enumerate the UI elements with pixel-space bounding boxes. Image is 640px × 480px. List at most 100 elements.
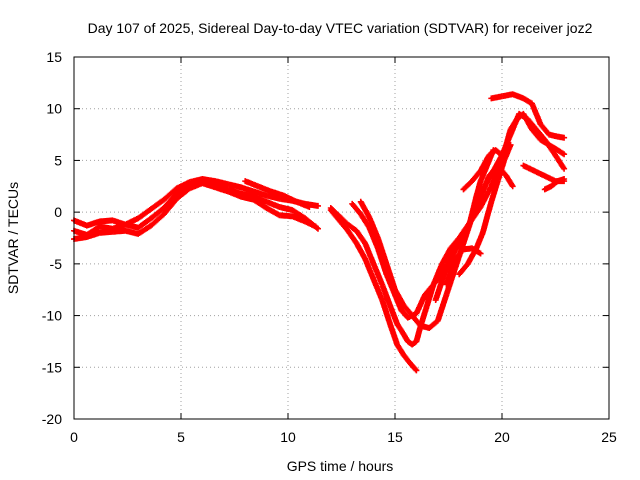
x-tick-label: 15 <box>387 429 403 445</box>
data-point <box>174 185 193 201</box>
data-point <box>441 250 456 276</box>
data-point <box>501 141 514 162</box>
data-point <box>123 215 142 227</box>
data-point <box>555 133 568 141</box>
data-point <box>439 245 454 266</box>
data-point <box>467 193 480 224</box>
data-point <box>252 197 270 211</box>
plot-frame <box>73 56 610 420</box>
y-tick-label: -20 <box>42 411 62 427</box>
data-point <box>136 222 154 236</box>
data-point <box>529 102 544 128</box>
data-point <box>525 117 540 133</box>
data-point <box>388 324 401 348</box>
data-point <box>392 288 407 309</box>
data-point <box>495 157 508 183</box>
x-tick-label: 5 <box>177 429 185 445</box>
data-point <box>162 185 180 202</box>
data-point <box>383 262 398 293</box>
data-point <box>290 207 309 222</box>
data-point <box>379 298 394 329</box>
data-point <box>136 206 154 221</box>
data-point <box>555 147 568 158</box>
data-point <box>504 174 516 190</box>
axis-ticks: 0 5 10 15 20 25 -20 -15 -10 -5 0 5 10 15 <box>42 49 617 445</box>
chart-title: Day 107 of 2025, Sidereal Day-to-day VTE… <box>88 20 593 36</box>
data-point <box>517 111 531 123</box>
data-point <box>149 205 167 221</box>
data-point <box>345 229 360 247</box>
data-point <box>473 178 484 199</box>
data-point <box>303 219 319 230</box>
series-arc-15 <box>443 245 484 288</box>
y-tick-label: -10 <box>42 308 62 324</box>
data-point <box>480 198 495 235</box>
grid-lines <box>74 57 609 419</box>
data-point <box>350 202 364 218</box>
x-axis-label: GPS time / hours <box>287 458 394 474</box>
y-tick-label: 10 <box>46 101 62 117</box>
series-arc-9 <box>432 147 497 304</box>
data-point <box>542 138 557 156</box>
data-point <box>450 235 465 256</box>
data-point <box>401 303 416 319</box>
data-point <box>435 291 450 323</box>
y-tick-label: -5 <box>50 256 63 272</box>
data-point <box>551 150 568 172</box>
data-point <box>555 176 568 184</box>
series-arc-14 <box>541 176 568 193</box>
data-point <box>161 190 180 210</box>
x-tick-label: 25 <box>601 429 617 445</box>
data-marks <box>71 91 568 374</box>
data-point <box>407 361 420 374</box>
data-point <box>379 283 394 311</box>
data-point <box>358 200 373 221</box>
data-point <box>371 262 386 288</box>
data-point <box>375 236 390 267</box>
data-point <box>328 208 343 224</box>
data-point <box>366 226 381 252</box>
data-point <box>375 246 390 278</box>
series-arc-11 <box>460 147 505 193</box>
data-point <box>149 211 167 228</box>
data-point <box>401 332 411 345</box>
data-point <box>354 241 368 262</box>
data-point <box>161 195 180 216</box>
x-tick-label: 20 <box>494 429 510 445</box>
y-tick-label: 0 <box>54 204 62 220</box>
y-axis-label: SDTVAR / TECUs <box>5 182 21 294</box>
data-point <box>337 218 351 234</box>
data-point <box>534 127 548 143</box>
data-point <box>461 178 475 192</box>
data-point <box>358 212 373 231</box>
data-point <box>414 291 428 316</box>
data-point <box>478 152 493 173</box>
data-point <box>473 229 486 250</box>
data-point <box>366 215 381 241</box>
data-point <box>460 245 474 253</box>
data-point <box>433 271 448 302</box>
data-point <box>478 172 493 199</box>
data-point <box>388 305 401 327</box>
data-point <box>239 194 257 203</box>
y-tick-label: -15 <box>42 359 62 375</box>
data-point <box>149 196 167 212</box>
data-point <box>394 342 407 358</box>
series-arc-2 <box>71 180 319 243</box>
data-point <box>401 353 413 367</box>
series-arc-4 <box>242 178 313 210</box>
data-point <box>543 183 555 192</box>
data-point <box>362 241 377 267</box>
data-point <box>488 178 501 204</box>
data-point <box>264 205 283 219</box>
series-arc-10 <box>456 141 514 278</box>
data-point <box>478 162 490 183</box>
data-point <box>277 212 296 220</box>
data-point <box>493 147 505 159</box>
data-point <box>371 277 386 304</box>
data-point <box>422 281 437 297</box>
x-tick-label: 0 <box>70 429 78 445</box>
data-point <box>443 266 458 297</box>
